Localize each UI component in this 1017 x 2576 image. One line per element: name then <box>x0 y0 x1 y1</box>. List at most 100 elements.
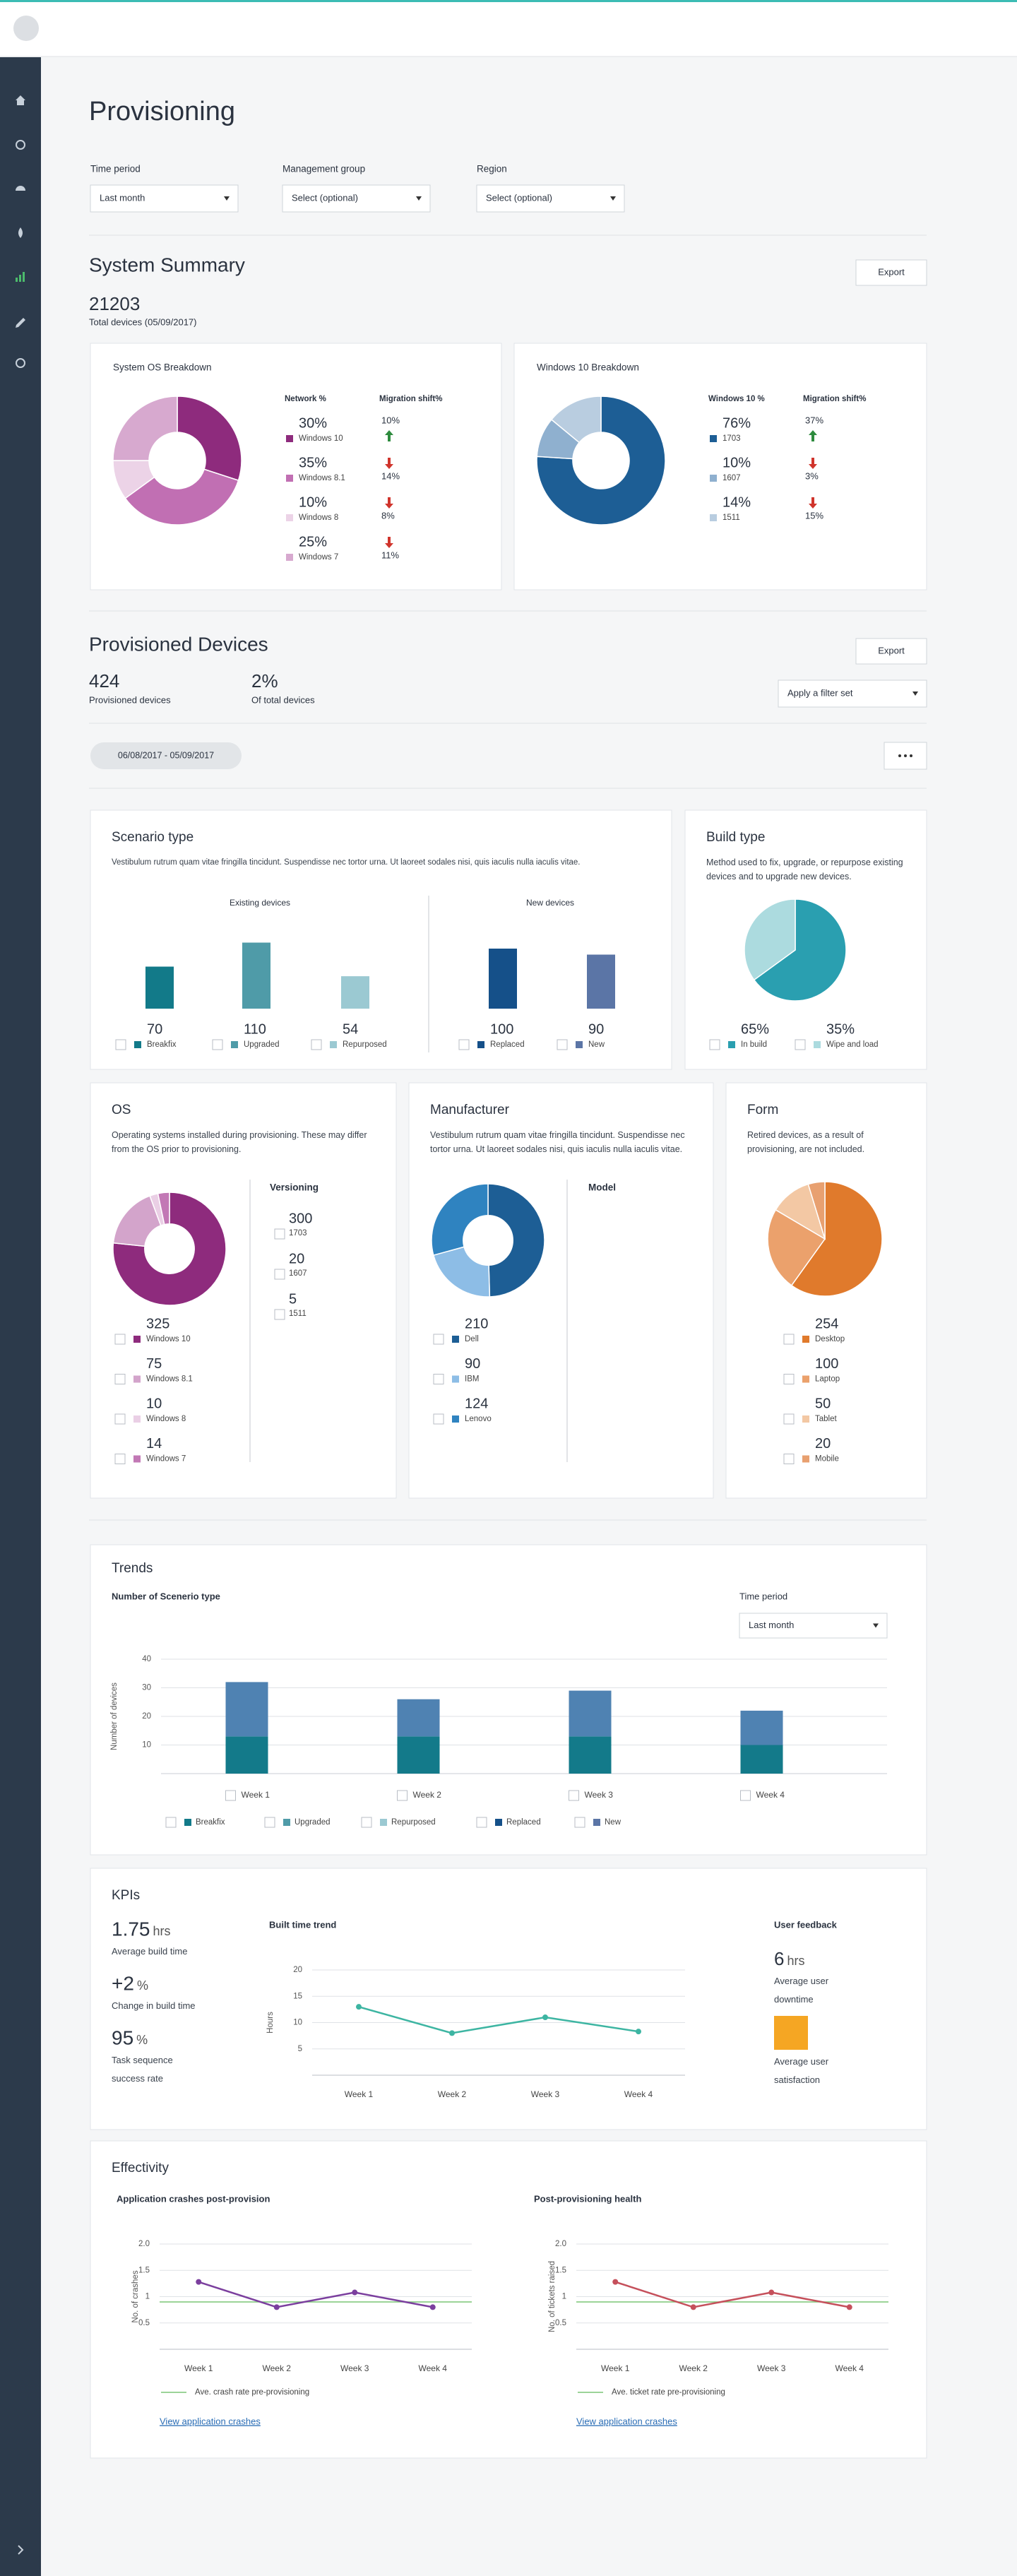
dropdown[interactable] <box>739 1613 888 1639</box>
checkbox[interactable] <box>165 1817 177 1828</box>
date-range: 06/08/2017 - 05/09/2017 <box>118 750 214 760</box>
bar <box>587 954 615 1009</box>
legend-label: In build <box>741 1040 767 1049</box>
checkbox[interactable] <box>114 1334 126 1345</box>
y-tick-label: 15 <box>293 1992 302 2000</box>
point <box>542 2014 548 2021</box>
y-axis-title: No. of crashes <box>131 2270 140 2322</box>
link[interactable]: View application crashes <box>160 2416 261 2426</box>
checkbox[interactable] <box>783 1454 795 1464</box>
legend-swatch <box>576 1041 583 1048</box>
checkbox[interactable] <box>783 1374 795 1384</box>
button[interactable] <box>855 259 927 286</box>
dropdown[interactable] <box>282 184 431 213</box>
legend-value: 50 <box>815 1396 831 1411</box>
checkbox[interactable] <box>274 1269 285 1280</box>
pie-slice <box>157 1192 170 1225</box>
pie-slice <box>744 898 796 981</box>
expand-icon[interactable] <box>18 2545 24 2555</box>
checkbox[interactable] <box>557 1039 568 1050</box>
checkbox[interactable] <box>569 1790 579 1801</box>
button[interactable] <box>855 638 927 665</box>
checkbox[interactable] <box>361 1817 372 1828</box>
checkbox[interactable] <box>458 1039 470 1050</box>
point <box>429 2304 436 2310</box>
checkbox[interactable] <box>225 1790 236 1801</box>
checkbox[interactable] <box>311 1039 322 1050</box>
pen-icon[interactable] <box>16 318 25 328</box>
link[interactable]: View application crashes <box>576 2416 677 2426</box>
checkbox[interactable] <box>783 1334 795 1345</box>
checkbox[interactable] <box>115 1039 126 1050</box>
bar <box>145 966 174 1009</box>
card-title: OS <box>112 1103 131 1117</box>
legend-value: 54 <box>343 1021 358 1037</box>
checkbox[interactable] <box>740 1790 751 1801</box>
checkbox[interactable] <box>433 1334 444 1345</box>
y-tick-label: 30 <box>142 1684 151 1692</box>
shift-arrow <box>809 458 817 469</box>
checkbox[interactable] <box>783 1413 795 1425</box>
y-tick-label: 20 <box>142 1712 151 1721</box>
checkbox[interactable] <box>274 1228 285 1240</box>
legend-swatch <box>802 1455 809 1463</box>
version-value: 5 <box>289 1291 297 1307</box>
dropdown[interactable] <box>90 184 239 213</box>
drop-icon[interactable] <box>18 227 23 238</box>
caret <box>912 692 918 696</box>
y-tick-label: 1 <box>562 2293 566 2301</box>
legend-label: Windows 8 <box>146 1415 186 1423</box>
checkbox[interactable] <box>114 1454 126 1464</box>
checkbox[interactable] <box>264 1817 275 1828</box>
legend-swatch <box>710 435 717 442</box>
date-pill[interactable] <box>90 742 242 769</box>
power-icon[interactable] <box>16 358 25 368</box>
more-dot <box>910 754 912 757</box>
checkbox[interactable] <box>114 1374 126 1384</box>
legend-swatch <box>802 1336 809 1343</box>
y-tick-label: 40 <box>142 1655 151 1663</box>
filter-label: Time period <box>90 164 141 174</box>
checkbox[interactable] <box>433 1413 444 1425</box>
version-value: 300 <box>289 1211 312 1226</box>
stat-unit: hrs <box>153 1924 171 1938</box>
x-tick-label: Week 3 <box>531 2089 560 2099</box>
clock-icon[interactable] <box>16 140 25 150</box>
bar-segment <box>397 1736 440 1774</box>
legend-value: 210 <box>465 1316 488 1331</box>
checkbox[interactable] <box>574 1817 585 1828</box>
checkbox[interactable] <box>114 1413 126 1425</box>
dropdown[interactable] <box>476 184 625 213</box>
legend-value: 110 <box>244 1021 266 1037</box>
checkbox[interactable] <box>212 1039 223 1050</box>
shift-arrow <box>809 497 817 509</box>
checkbox[interactable] <box>397 1790 408 1801</box>
gauge-icon[interactable] <box>16 186 25 191</box>
legend-swatch <box>495 1819 502 1826</box>
checkbox[interactable] <box>709 1039 720 1050</box>
chart-icon[interactable] <box>16 272 25 282</box>
version-label: 1511 <box>289 1310 307 1318</box>
dropdown[interactable] <box>778 679 927 708</box>
checkbox[interactable] <box>795 1039 806 1050</box>
checkbox[interactable] <box>274 1309 285 1320</box>
legend-value: 70 <box>147 1021 162 1037</box>
checkbox[interactable] <box>476 1817 487 1828</box>
bar <box>341 976 369 1009</box>
legend-swatch <box>710 514 717 521</box>
avatar[interactable] <box>13 16 39 41</box>
card-description: Retired devices, as a result of provisio… <box>747 1130 865 1154</box>
legend-swatch <box>728 1041 735 1048</box>
checkbox[interactable] <box>433 1374 444 1384</box>
legend-label: New <box>588 1040 605 1049</box>
pie-slice <box>790 1181 883 1297</box>
pie-slice <box>487 1183 545 1298</box>
legend-label: Windows 10 <box>299 434 343 443</box>
home-icon[interactable] <box>16 95 25 105</box>
x-tick-label: Week 4 <box>624 2089 653 2099</box>
model-title: Model <box>588 1182 616 1193</box>
bar-segment <box>225 1736 268 1774</box>
legend-swatch <box>231 1041 238 1048</box>
shift-value: 10% <box>381 415 400 425</box>
